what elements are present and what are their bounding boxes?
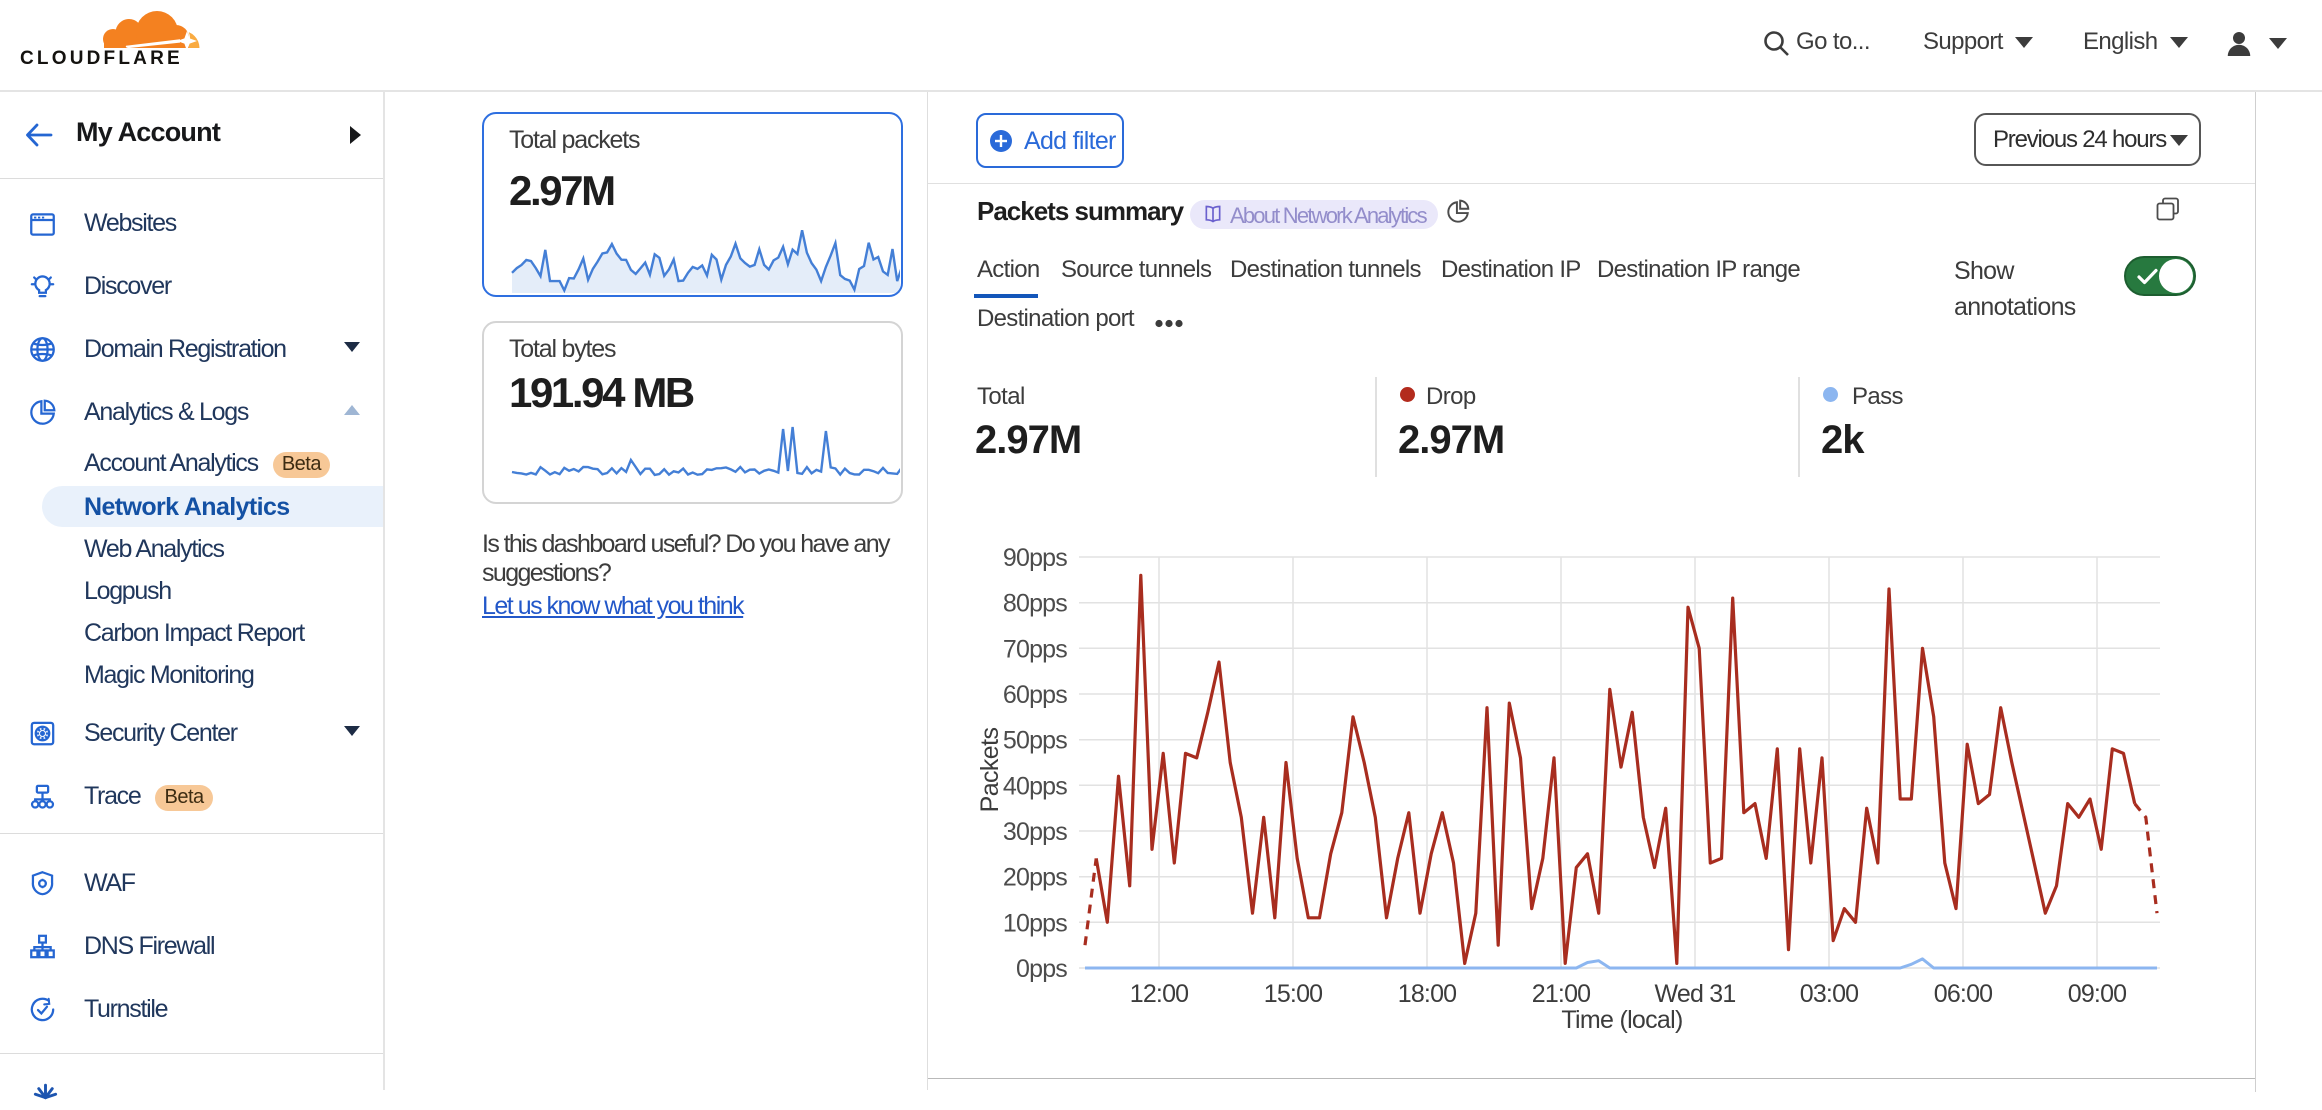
svg-text:Packets: Packets	[976, 728, 1004, 813]
svg-text:50pps: 50pps	[1003, 727, 1067, 755]
svg-text:09:00: 09:00	[2068, 980, 2127, 1008]
svg-text:Wed 31: Wed 31	[1655, 980, 1736, 1008]
svg-text:18:00: 18:00	[1398, 980, 1457, 1008]
svg-text:70pps: 70pps	[1003, 635, 1067, 663]
svg-text:Time (local): Time (local)	[1561, 1006, 1682, 1034]
svg-text:15:00: 15:00	[1264, 980, 1323, 1008]
svg-text:40pps: 40pps	[1003, 772, 1067, 800]
svg-text:06:00: 06:00	[1934, 980, 1993, 1008]
svg-text:20pps: 20pps	[1003, 864, 1067, 892]
svg-text:21:00: 21:00	[1532, 980, 1591, 1008]
svg-text:0pps: 0pps	[1016, 955, 1067, 983]
svg-text:10pps: 10pps	[1003, 909, 1067, 937]
svg-text:12:00: 12:00	[1130, 980, 1189, 1008]
svg-text:80pps: 80pps	[1003, 590, 1067, 618]
svg-text:30pps: 30pps	[1003, 818, 1067, 846]
svg-text:03:00: 03:00	[1800, 980, 1859, 1008]
svg-text:60pps: 60pps	[1003, 681, 1067, 709]
svg-text:90pps: 90pps	[1003, 544, 1067, 572]
